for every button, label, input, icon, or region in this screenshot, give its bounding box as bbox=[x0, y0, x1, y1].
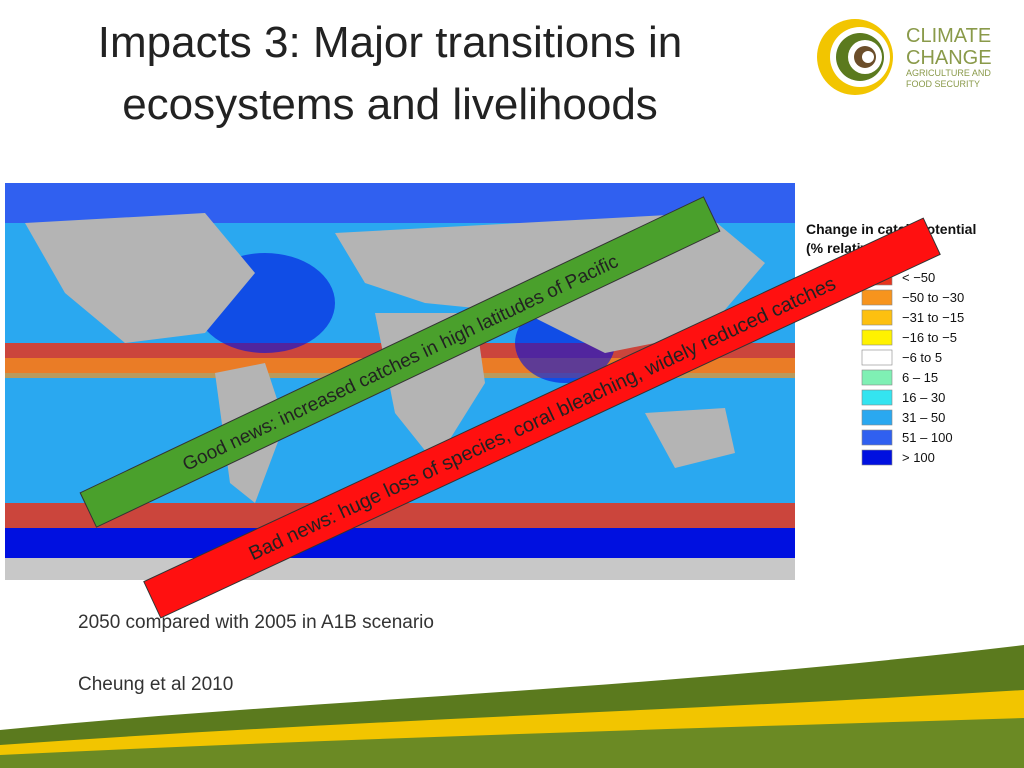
citation: Cheung et al 2010 bbox=[78, 674, 234, 695]
legend-swatch bbox=[861, 289, 893, 306]
good-news-banner: Good news: increased catches in high lat… bbox=[180, 251, 622, 476]
logo-text: CLIMATE bbox=[906, 25, 991, 47]
legend-swatch bbox=[861, 309, 893, 326]
legend-label: < −50 bbox=[902, 270, 935, 285]
logo-text: CHANGE bbox=[906, 47, 992, 69]
legend-label: 51 – 100 bbox=[902, 430, 953, 445]
legend-label: −50 to −30 bbox=[902, 290, 964, 305]
caption: 2050 compared with 2005 in A1B scenario bbox=[78, 612, 434, 633]
logo-text: AGRICULTURE AND bbox=[906, 68, 991, 78]
legend-swatch bbox=[861, 369, 893, 386]
legend-swatch bbox=[861, 389, 893, 406]
logo-text: FOOD SECURITY bbox=[906, 79, 980, 89]
legend-label: −31 to −15 bbox=[902, 310, 964, 325]
logo: CLIMATE CHANGE AGRICULTURE AND FOOD SECU… bbox=[817, 19, 992, 95]
legend-label: 16 – 30 bbox=[902, 390, 945, 405]
legend-swatch bbox=[861, 429, 893, 446]
bad-news-banner: Bad news: huge loss of species, coral bl… bbox=[246, 273, 840, 565]
title-line: Impacts 3: Major transitions in bbox=[97, 18, 683, 67]
title-line: ecosystems and livelihoods bbox=[122, 80, 658, 129]
legend-label: 6 – 15 bbox=[902, 370, 938, 385]
legend-label: −16 to −5 bbox=[902, 330, 957, 345]
legend-label: 31 – 50 bbox=[902, 410, 945, 425]
legend-swatch bbox=[861, 449, 893, 466]
legend-label: > 100 bbox=[902, 450, 935, 465]
legend-label: −6 to 5 bbox=[902, 350, 942, 365]
legend-title: Change in catch potential bbox=[806, 221, 976, 237]
legend-swatch bbox=[861, 329, 893, 346]
legend-swatch bbox=[861, 349, 893, 366]
legend-swatch bbox=[861, 409, 893, 426]
